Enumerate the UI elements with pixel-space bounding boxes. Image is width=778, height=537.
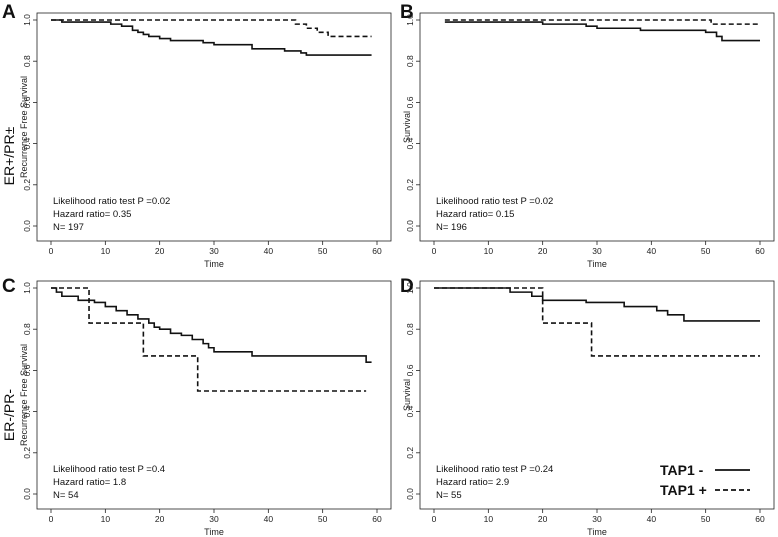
x-axis-title: Time	[587, 259, 607, 269]
y-tick-label: 0.2	[405, 447, 415, 459]
km-curve-tap1-negative	[51, 287, 372, 363]
stat-line: Hazard ratio= 1.8	[53, 477, 126, 488]
y-tick-label: 0.8	[22, 323, 32, 335]
y-tick-label: 0.2	[22, 447, 32, 459]
y-tick-label: 0.4	[405, 405, 415, 417]
y-tick-label: 0.0	[22, 488, 32, 500]
y-tick-label: 0.8	[405, 323, 415, 335]
x-tick-label: 0	[49, 246, 54, 256]
y-tick-label: 0.6	[22, 364, 32, 376]
x-tick-label: 50	[318, 246, 328, 256]
km-curve-tap1-negative	[444, 21, 760, 42]
stat-line: N= 55	[436, 490, 462, 501]
y-tick-label: 0.6	[405, 364, 415, 376]
x-tick-label: 0	[432, 246, 437, 256]
panel-a: A 0 10 20 30 40 50 60 0.0 0.2 0.4 0.6 0.8 1.0 Time Recu…	[2, 2, 392, 269]
x-tick-label: 30	[592, 246, 602, 256]
x-tick-label: 0	[49, 514, 54, 524]
y-tick-label: 0.0	[22, 220, 32, 232]
x-tick-label: 20	[155, 246, 165, 256]
x-tick-label: 10	[484, 246, 494, 256]
x-tick-label: 40	[647, 514, 657, 524]
x-tick-label: 20	[155, 514, 165, 524]
y-tick-label: 0.0	[405, 488, 415, 500]
stat-line: Hazard ratio= 2.9	[436, 477, 509, 488]
legend-label-tap1-positive: TAP1 +	[660, 482, 707, 498]
x-tick-label: 30	[209, 514, 219, 524]
x-tick-label: 50	[701, 246, 711, 256]
x-tick-label: 40	[264, 246, 274, 256]
y-tick-label: 0.6	[405, 96, 415, 108]
y-tick-label: 1.0	[405, 282, 415, 294]
legend: TAP1 - TAP1 +	[660, 462, 750, 498]
x-tick-label: 40	[647, 246, 657, 256]
panel-letter: B	[400, 2, 414, 23]
km-curve-tap1-positive	[444, 19, 760, 25]
x-axis-title: Time	[204, 527, 224, 537]
x-tick-label: 20	[538, 246, 548, 256]
y-tick-label: 0.6	[22, 96, 32, 108]
y-axis-title: Recurrence Free Survival	[19, 344, 29, 446]
x-tick-label: 30	[592, 514, 602, 524]
km-curve-tap1-positive	[51, 19, 372, 38]
x-tick-label: 30	[209, 246, 219, 256]
stat-line: N= 54	[53, 490, 79, 501]
legend-label-tap1-negative: TAP1 -	[660, 462, 704, 478]
x-tick-label: 60	[372, 514, 382, 524]
y-axis-title: Recurrence Free Survival	[19, 76, 29, 178]
x-tick-label: 40	[264, 514, 274, 524]
stat-line: Hazard ratio= 0.15	[436, 209, 514, 220]
stat-line: Hazard ratio= 0.35	[53, 209, 131, 220]
x-tick-label: 20	[538, 514, 548, 524]
x-axis-title: Time	[204, 259, 224, 269]
y-tick-label: 1.0	[22, 282, 32, 294]
stat-line: Likelihood ratio test P =0.24	[436, 464, 553, 475]
stat-line: Likelihood ratio test P =0.4	[53, 464, 165, 475]
km-curve-tap1-negative	[51, 19, 372, 56]
panel-d: D 0 10 20 30 40 50 60 0.0 0.2 0.4 0.6 0.8 1.0 Time Surv…	[400, 276, 775, 537]
km-curve-tap1-negative	[434, 287, 760, 322]
km-curve-tap1-positive	[434, 287, 760, 357]
y-tick-label: 0.4	[405, 137, 415, 149]
x-tick-label: 0	[432, 514, 437, 524]
stat-line: N= 196	[436, 222, 467, 233]
x-tick-label: 50	[701, 514, 711, 524]
stat-line: N= 197	[53, 222, 84, 233]
y-tick-label: 0.4	[22, 405, 32, 417]
panel-letter: C	[2, 276, 16, 297]
y-tick-label: 0.2	[405, 179, 415, 191]
row-label-er-positive: ER+/PR±	[1, 126, 17, 185]
stat-line: Likelihood ratio test P =0.02	[53, 196, 170, 207]
x-tick-label: 10	[101, 514, 111, 524]
y-tick-label: 1.0	[22, 14, 32, 26]
x-tick-label: 60	[755, 514, 765, 524]
x-tick-label: 60	[755, 246, 765, 256]
y-tick-label: 0.8	[22, 55, 32, 67]
panel-b: B 0 10 20 30 40 50 60 0.0 0.2 0.4 0.6 0.8 1.0 Time Surv…	[400, 2, 775, 269]
stat-line: Likelihood ratio test P =0.02	[436, 196, 553, 207]
x-tick-label: 10	[101, 246, 111, 256]
panel-letter: A	[2, 2, 16, 23]
y-tick-label: 0.2	[22, 179, 32, 191]
panel-c: C 0 10 20 30 40 50 60 0.0 0.2 0.4 0.6 0.8 1.0 Time Recu…	[2, 276, 392, 537]
x-axis-title: Time	[587, 527, 607, 537]
y-axis-title: Survival	[402, 379, 412, 411]
x-tick-label: 60	[372, 246, 382, 256]
row-label-er-negative: ER-/PR-	[1, 389, 17, 441]
y-tick-label: 0.8	[405, 55, 415, 67]
x-tick-label: 10	[484, 514, 494, 524]
x-tick-label: 50	[318, 514, 328, 524]
y-tick-label: 0.4	[22, 137, 32, 149]
y-tick-label: 0.0	[405, 220, 415, 232]
km-curve-tap1-positive	[51, 287, 367, 392]
panel-letter: D	[400, 276, 414, 297]
y-tick-label: 1.0	[405, 14, 415, 26]
y-axis-title: Survival	[402, 111, 412, 143]
